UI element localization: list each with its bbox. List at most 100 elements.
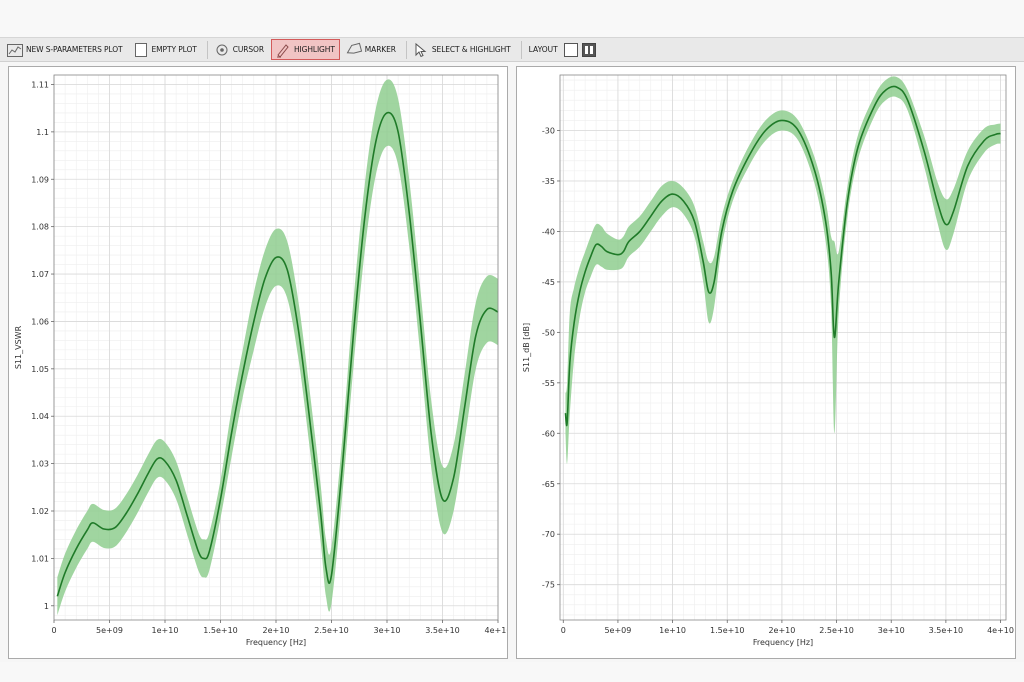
y-tick-label: -55	[542, 379, 555, 388]
x-tick-label: 2.5e+10	[819, 626, 854, 635]
s11-db-plot-panel[interactable]: 0 5e+09 1e+10 1.5e+10 2e+10 2.5e+10 3e+10 3.5e+…	[516, 66, 1016, 659]
empty-plot-button[interactable]: EMPTY PLOT	[130, 39, 201, 60]
data-point	[672, 193, 673, 194]
empty-plot-label: EMPTY PLOT	[151, 45, 197, 54]
x-tick-label: 0	[561, 626, 566, 635]
y-tick-label: -45	[542, 278, 555, 287]
y-tick-label: 1.07	[31, 270, 49, 279]
y-tick-label: 1	[44, 602, 49, 611]
highlight-button[interactable]: HIGHLIGHT	[270, 39, 340, 60]
data-point	[937, 201, 938, 202]
major-grid	[560, 75, 1006, 620]
series-line	[564, 85, 1001, 427]
data-point	[220, 499, 221, 500]
data-point	[231, 432, 232, 433]
plot-frame	[559, 74, 1007, 621]
data-point	[781, 120, 782, 121]
data-point	[486, 309, 487, 310]
data-point	[375, 141, 376, 142]
bottom-margin	[0, 662, 1024, 682]
data-point	[606, 251, 607, 252]
y-tick-label: -30	[542, 127, 555, 136]
data-point	[364, 217, 365, 218]
data-point	[386, 112, 387, 113]
x-tick-label: 3.5e+10	[929, 626, 964, 635]
data-point	[847, 201, 848, 202]
data-point	[967, 165, 968, 166]
data-point	[579, 291, 580, 292]
marker-tag-icon	[345, 41, 363, 59]
data-point	[353, 330, 354, 331]
data-point	[431, 435, 432, 436]
series-line	[56, 111, 499, 597]
data-point	[825, 221, 826, 222]
data-point	[831, 271, 832, 272]
data-point	[703, 261, 704, 262]
data-point	[732, 190, 733, 191]
data-point	[923, 150, 924, 151]
data-point	[585, 271, 586, 272]
data-point	[87, 529, 88, 530]
data-point	[623, 251, 624, 252]
data-point	[885, 90, 886, 91]
data-point	[1000, 133, 1001, 134]
layout-single-button[interactable]	[563, 42, 578, 57]
data-point	[275, 257, 276, 258]
data-point	[714, 281, 715, 282]
data-point	[628, 241, 629, 242]
x-tick-label: 1e+10	[152, 626, 179, 635]
y-tick-label: -70	[542, 530, 555, 539]
x-tick-label: 3e+10	[374, 626, 401, 635]
x-tick-label: 4e+10	[987, 626, 1014, 635]
data-point	[76, 548, 77, 549]
x-tick-label: 2e+10	[768, 626, 795, 635]
data-point	[398, 131, 399, 132]
y-axis-title: S11_VSWR	[14, 325, 23, 369]
y-tick-label: 1.03	[31, 460, 49, 469]
new-s-parameters-plot-label: NEW S-PARAMETERS PLOT	[26, 45, 123, 54]
data-point	[683, 201, 684, 202]
data-point	[209, 551, 210, 552]
toolbar-separator	[520, 40, 522, 59]
data-point	[984, 140, 985, 141]
data-point	[148, 472, 149, 473]
data-point	[453, 477, 454, 478]
marker-label: MARKER	[364, 45, 396, 54]
y-tick-label: 1.11	[31, 80, 49, 89]
data-point	[814, 170, 815, 171]
select-highlight-button[interactable]: SELECT & HIGHLIGHT	[410, 39, 515, 60]
vswr-plot-panel[interactable]: 0 5e+09 1e+10 1.5e+10 2e+10 2.5e+10 3e+10 3.5e+…	[8, 66, 508, 659]
data-point	[907, 100, 908, 101]
data-point	[694, 221, 695, 222]
data-point	[126, 513, 127, 514]
layout-split-button[interactable]	[581, 42, 596, 57]
data-point	[601, 246, 602, 247]
x-tick-label: 1.5e+10	[203, 626, 238, 635]
x-axis-title: Frequency [Hz]	[753, 638, 813, 647]
y-tick-label: -75	[542, 581, 555, 590]
series-confidence-band	[57, 79, 498, 616]
data-point	[103, 528, 104, 529]
data-point	[325, 567, 326, 568]
data-point	[945, 224, 946, 225]
data-point	[114, 527, 115, 528]
select-highlight-label: SELECT & HIGHLIGHT	[431, 45, 511, 54]
data-point	[838, 281, 839, 282]
data-point	[187, 515, 188, 516]
data-point	[565, 413, 566, 414]
toolbar-separator	[405, 40, 407, 59]
vswr-chart[interactable]: 0 5e+09 1e+10 1.5e+10 2e+10 2.5e+10 3e+10 3.5e+…	[9, 67, 507, 658]
y-tick-label: -40	[542, 227, 555, 236]
data-point	[264, 278, 265, 279]
y-tick-label: 1.04	[31, 412, 49, 421]
data-point	[721, 231, 722, 232]
y-tick-label: -60	[542, 429, 555, 438]
data-point	[298, 328, 299, 329]
new-s-parameters-plot-button[interactable]: NEW S-PARAMETERS PLOT	[4, 39, 127, 60]
y-tick-label: -50	[542, 328, 555, 337]
x-tick-label: 1e+10	[659, 626, 686, 635]
s11-db-chart[interactable]: 0 5e+09 1e+10 1.5e+10 2e+10 2.5e+10 3e+10 3.5e+…	[517, 67, 1015, 658]
data-point	[896, 87, 897, 88]
cursor-button[interactable]: CURSOR	[211, 39, 268, 60]
marker-button[interactable]: MARKER	[343, 39, 400, 60]
